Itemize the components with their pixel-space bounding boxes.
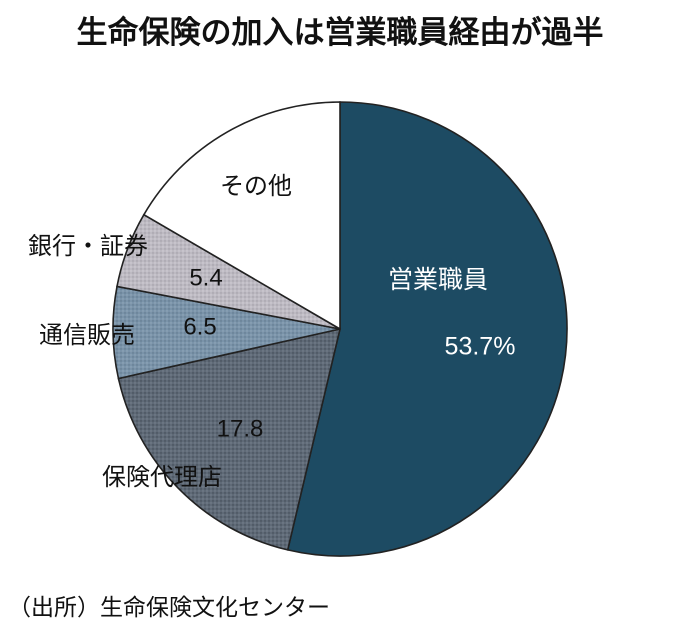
slice-label-2: 保険代理店 <box>102 463 222 491</box>
pie-slice-1 <box>286 101 568 557</box>
pie-slice-2 <box>117 327 342 551</box>
slice-value-label-2: 17.8 <box>217 415 264 442</box>
slice-value-label-3: 6.5 <box>183 313 216 340</box>
slice-value-label-1: 53.7% <box>445 333 516 361</box>
slice-label-1: 営業職員 <box>388 265 488 294</box>
slice-label-5: その他 <box>220 172 292 200</box>
pie-slices <box>112 101 568 557</box>
pie-labels: 営業職員 53.7% 保険代理店 17.8 通信販売 6.5 銀行・証券 5.4 その他 <box>28 172 515 491</box>
pie-slice-5 <box>142 101 341 331</box>
slice-label-4: 銀行・証券 <box>28 232 148 260</box>
source-note: （出所）生命保険文化センター <box>8 595 330 621</box>
chart-title: 生命保険の加入は営業職員経由が過半 <box>76 15 604 51</box>
slice-label-3: 通信販売 <box>39 321 135 349</box>
slice-value-label-4: 5.4 <box>189 264 222 291</box>
